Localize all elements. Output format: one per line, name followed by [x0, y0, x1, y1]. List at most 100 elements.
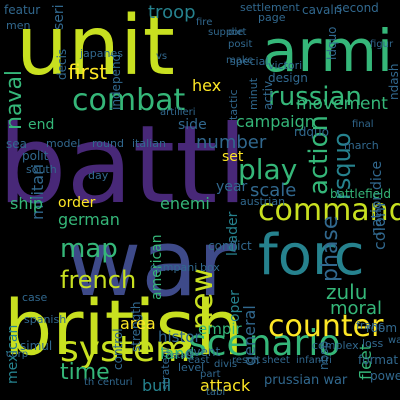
word-side: side	[178, 117, 207, 133]
word-time: time	[60, 360, 110, 385]
word-french: french	[60, 266, 137, 294]
word-ship: ship	[10, 194, 44, 213]
word-south: south	[26, 163, 57, 176]
word-bull: bull	[142, 376, 172, 395]
word-spanish: spanish	[24, 313, 67, 326]
word-seri: seri	[51, 4, 67, 30]
word-men: men	[6, 19, 31, 32]
word-posit: posit	[228, 39, 253, 50]
word-settlement: settlement	[240, 1, 300, 14]
word-play: counter	[268, 309, 384, 344]
word-th-centuri: th centuri	[84, 377, 133, 388]
word-minut: minut	[247, 77, 260, 110]
word-oper: oper	[227, 290, 243, 322]
word-part: part	[200, 369, 221, 380]
word-sheet: sheet	[262, 355, 290, 366]
word-way: way	[388, 335, 400, 346]
word-die: die	[228, 27, 244, 38]
word-decis: decis	[55, 48, 69, 80]
word-room: room	[366, 321, 398, 335]
word-land: land	[160, 344, 195, 363]
word-dice: dice	[369, 160, 385, 190]
word-featur: featur	[4, 3, 41, 17]
word-austrian: austrian	[240, 195, 286, 208]
word-armi: armi	[262, 17, 393, 85]
word-troop: troop	[148, 2, 196, 23]
word-independ: independ	[109, 53, 123, 110]
word-british: british	[4, 283, 244, 372]
word-round: round	[92, 137, 124, 150]
word-end: end	[28, 117, 55, 133]
word-complex: complex	[312, 339, 359, 352]
word-march: march	[344, 139, 379, 152]
word-scale: scale	[250, 180, 297, 201]
word-divis: divis	[214, 359, 238, 370]
word-page: page	[258, 11, 286, 24]
word-moral: moral	[330, 298, 382, 319]
word-tabl: tabl	[206, 387, 226, 398]
word-simul: simul	[20, 339, 53, 353]
word-ndash: ndash	[387, 63, 400, 100]
word-cavalri: cavalri	[302, 3, 343, 17]
word-design: design	[268, 71, 308, 85]
word-day: day	[88, 169, 109, 182]
word-russian: russian	[268, 82, 362, 112]
word-area: area	[120, 314, 156, 333]
word-polit: polit	[22, 149, 49, 163]
word-control: control	[111, 328, 125, 370]
word-set: set	[222, 149, 244, 165]
word-prussian-war: prussian war	[264, 373, 348, 388]
word-ldquo: ldquo	[325, 26, 339, 60]
word-power: power	[370, 369, 400, 383]
word-strategi: infantri	[296, 355, 332, 366]
word-campaign: campaign	[236, 112, 315, 131]
word-movement: movement	[296, 94, 388, 114]
word-vs: vs	[156, 51, 168, 62]
word-unit: unit	[16, 0, 175, 94]
word-state: state	[172, 351, 195, 361]
word-italian: italian	[132, 137, 166, 150]
word-victori: victori	[268, 59, 303, 72]
word-order: order	[58, 195, 96, 211]
word-case: case	[22, 291, 48, 304]
word-second: second	[336, 1, 379, 15]
word-enemi: enemi	[160, 194, 210, 213]
word-phase: phase	[318, 215, 343, 282]
word-activ: activ	[261, 80, 275, 110]
word-forc: forc	[258, 223, 365, 288]
word-loss: loss	[362, 337, 384, 350]
word-histor: histor	[158, 328, 201, 346]
word-result: result	[232, 355, 261, 366]
word-final: final	[352, 119, 374, 130]
word-number: number	[196, 132, 267, 153]
word-empir: empir	[198, 320, 242, 338]
word-war: war	[66, 210, 236, 317]
word-model: model	[46, 137, 81, 150]
word-fire: fire	[196, 17, 213, 28]
word-format: format	[358, 353, 399, 367]
word-hex: hex	[192, 76, 222, 95]
word-make: make	[226, 55, 254, 66]
word-nbsp: special	[230, 55, 269, 68]
word-command: command	[258, 193, 400, 228]
word-artilleri: artilleri	[160, 107, 196, 118]
word-level: level	[178, 361, 205, 374]
word-naval: naval	[2, 69, 27, 130]
word-first: first	[68, 60, 108, 84]
word-japanes: japanes	[80, 47, 123, 60]
word-battlefield: battlefield	[330, 187, 391, 201]
word-battl: battl	[0, 103, 248, 228]
word-attack: attack	[200, 376, 251, 395]
word-new: play	[238, 153, 298, 186]
word-combat: combat	[72, 83, 186, 118]
word-sea: sea	[6, 137, 27, 151]
word-compani: compani	[150, 261, 198, 274]
word-conflict: conflict	[208, 239, 252, 253]
word-corp: corp	[6, 349, 29, 360]
word-figur: figur	[370, 39, 394, 50]
word-map: map	[60, 234, 118, 264]
word-event: event	[186, 345, 221, 359]
word-scenario: scenario	[188, 323, 341, 364]
word-german: german	[58, 210, 120, 229]
